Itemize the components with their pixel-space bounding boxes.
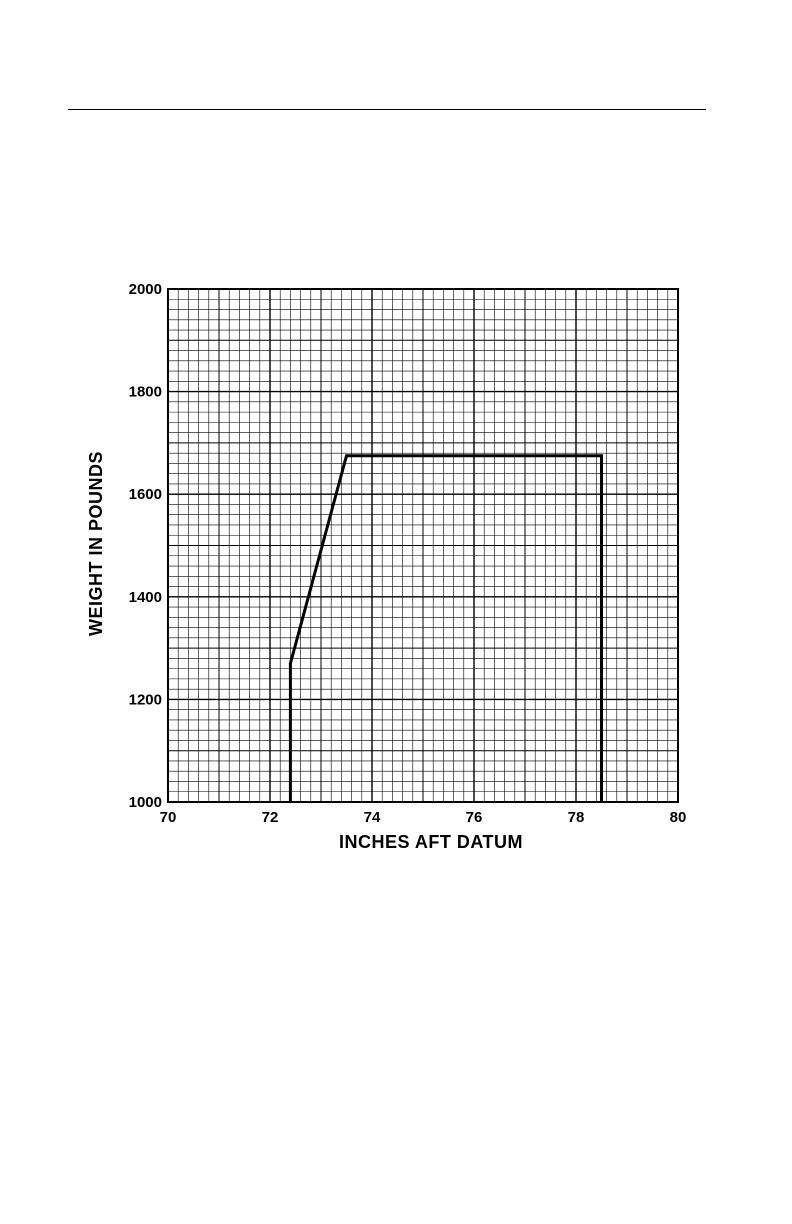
x-tick-label: 76 (466, 809, 483, 826)
x-axis-title: INCHES AFT DATUM (339, 832, 523, 852)
series-layer (288, 454, 603, 802)
x-tick-label: 72 (262, 809, 279, 826)
x-tick-labels: 70 72 74 76 78 80 (160, 809, 687, 826)
y-tick-labels: 1000 1200 1400 1600 1800 2000 (129, 281, 162, 811)
y-tick-label: 1000 (129, 794, 162, 811)
x-tick-label: 78 (568, 809, 585, 826)
y-tick-label: 1200 (129, 691, 162, 708)
x-tick-label: 70 (160, 809, 177, 826)
envelope-line (288, 454, 603, 802)
plot-frame (167, 288, 679, 803)
y-tick-label: 1600 (129, 486, 162, 503)
header-rule (68, 109, 706, 110)
y-tick-label: 1800 (129, 384, 162, 401)
y-tick-label: 1400 (129, 589, 162, 606)
x-tick-label: 80 (670, 809, 687, 826)
x-tick-label: 74 (364, 809, 381, 826)
y-tick-label: 2000 (129, 281, 162, 298)
grid-major (168, 289, 678, 802)
y-axis-title: WEIGHT IN POUNDS (86, 451, 106, 636)
